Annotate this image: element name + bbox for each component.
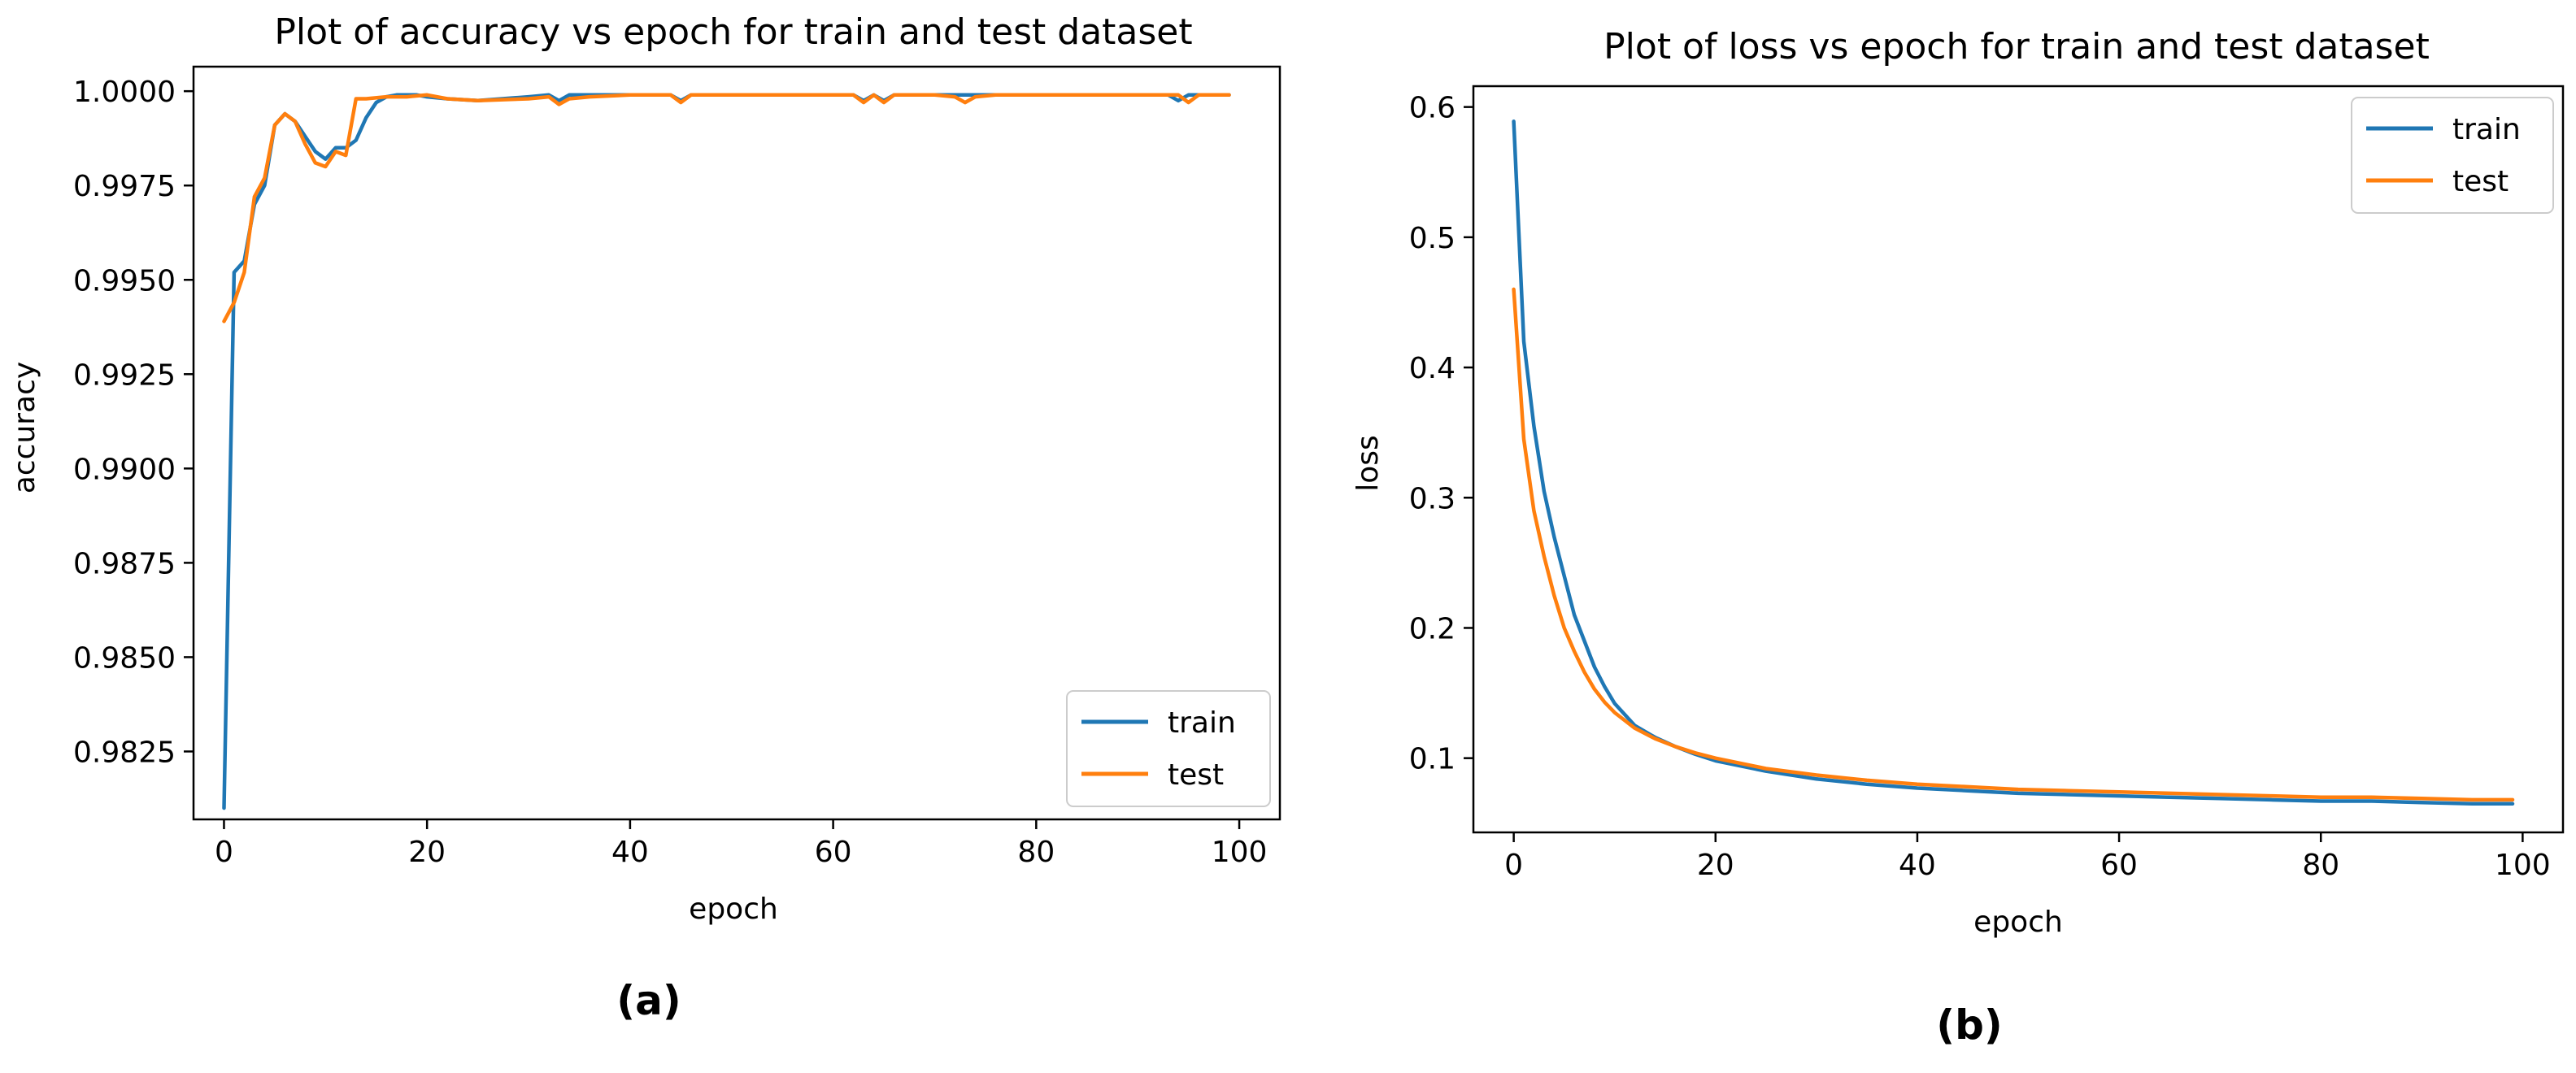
accuracy-chart-ytick-label: 0.9850 bbox=[73, 641, 176, 675]
accuracy-chart-ytick-label: 0.9825 bbox=[73, 736, 176, 769]
loss-chart-legend-label-test: test bbox=[2452, 165, 2509, 198]
accuracy-chart-ytick-label: 0.9950 bbox=[73, 264, 176, 298]
accuracy-chart-plot-frame bbox=[192, 65, 1281, 821]
loss-chart-legend-label-train: train bbox=[2452, 113, 2521, 146]
accuracy-chart-title: Plot of accuracy vs epoch for train and … bbox=[274, 11, 1192, 53]
loss-chart-xtick-label: 100 bbox=[2495, 849, 2551, 882]
loss-chart: Plot of loss vs epoch for train and test… bbox=[1351, 26, 2565, 1049]
loss-chart-legend: train test bbox=[2351, 97, 2554, 214]
accuracy-chart-ytick-label: 0.9900 bbox=[73, 453, 176, 486]
loss-chart-xlabel: epoch bbox=[1973, 906, 2063, 939]
accuracy-chart-legend: train test bbox=[1066, 690, 1271, 807]
loss-chart-ytick-label: 0.4 bbox=[1409, 352, 1456, 385]
accuracy-chart-xtick-label: 60 bbox=[815, 836, 852, 869]
accuracy-chart-xtick-label: 40 bbox=[611, 836, 649, 869]
accuracy-chart-panel-label: (a) bbox=[616, 977, 681, 1024]
loss-chart-plot-frame bbox=[1472, 85, 2565, 834]
loss-chart-ytick-label: 0.5 bbox=[1409, 222, 1456, 255]
accuracy-chart-ylabel: accuracy bbox=[8, 362, 41, 493]
loss-chart-series-train bbox=[1512, 119, 2515, 806]
accuracy-chart-xtick-label: 0 bbox=[215, 836, 233, 869]
accuracy-chart-legend-label-train: train bbox=[1168, 706, 1236, 740]
loss-chart-xtick-label: 60 bbox=[2100, 849, 2138, 882]
loss-chart-ytick-label: 0.1 bbox=[1409, 743, 1456, 776]
loss-chart-ytick-label: 0.2 bbox=[1409, 612, 1456, 645]
loss-chart-xtick-label: 40 bbox=[1899, 849, 1936, 882]
loss-chart-xtick-label: 0 bbox=[1504, 849, 1523, 882]
accuracy-chart-ytick-label: 0.9975 bbox=[73, 170, 176, 203]
accuracy-chart-marks: 0 20 40 60 80 100 0.9825 0.9850 0.9875 0.9900 0.99… bbox=[73, 76, 1267, 869]
accuracy-chart: Plot of accuracy vs epoch for train and … bbox=[8, 11, 1281, 1024]
loss-chart-ytick-label: 0.6 bbox=[1409, 92, 1456, 125]
loss-chart-title: Plot of loss vs epoch for train and test… bbox=[1603, 26, 2430, 67]
accuracy-chart-legend-label-test: test bbox=[1168, 758, 1224, 792]
loss-chart-ylabel: loss bbox=[1351, 435, 1385, 492]
loss-chart-marks: 0 20 40 60 80 100 0.1 0.2 0.3 0.4 0.5 0.6 bbox=[1409, 92, 2551, 882]
accuracy-chart-ytick-label: 1.0000 bbox=[73, 76, 176, 109]
loss-chart-series-test bbox=[1512, 287, 2515, 802]
accuracy-chart-xtick-label: 20 bbox=[408, 836, 446, 869]
accuracy-chart-series-test bbox=[222, 93, 1231, 324]
loss-chart-xtick-label: 20 bbox=[1697, 849, 1734, 882]
accuracy-chart-xtick-label: 100 bbox=[1212, 836, 1268, 869]
accuracy-chart-ytick-label: 0.9925 bbox=[73, 358, 176, 392]
loss-chart-ytick-label: 0.3 bbox=[1409, 482, 1456, 515]
loss-chart-panel-label: (b) bbox=[1936, 1001, 2003, 1049]
loss-chart-xtick-label: 80 bbox=[2302, 849, 2339, 882]
accuracy-chart-xtick-label: 80 bbox=[1017, 836, 1055, 869]
accuracy-chart-xlabel: epoch bbox=[689, 893, 778, 926]
accuracy-chart-ytick-label: 0.9875 bbox=[73, 547, 176, 580]
